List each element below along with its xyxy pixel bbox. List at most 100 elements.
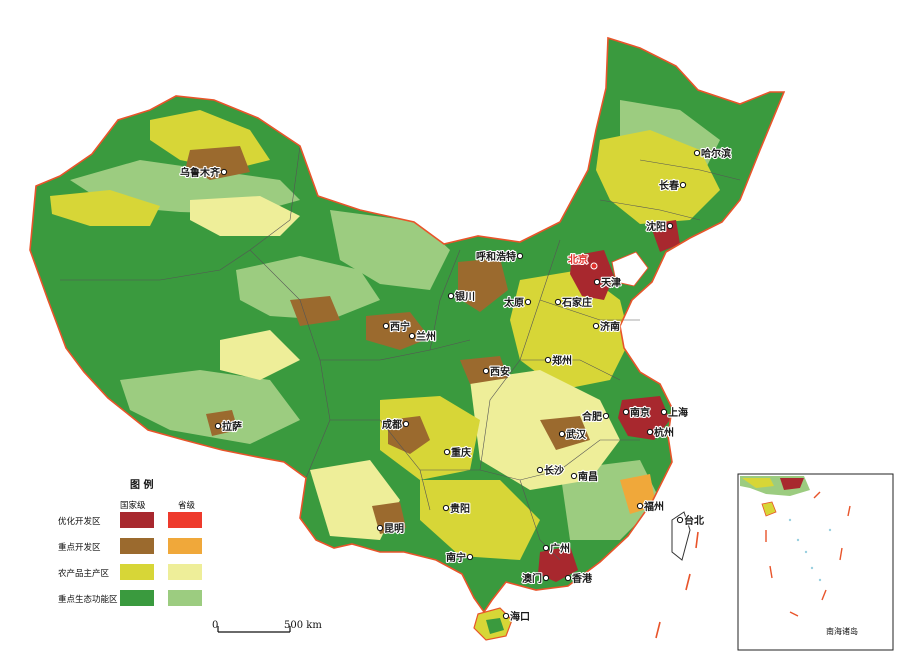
legend-col-national: 国家级	[120, 500, 146, 511]
zone-keydev-ordos	[458, 258, 508, 312]
city-dot	[554, 298, 562, 306]
city-dot	[666, 222, 674, 230]
capital-dot	[590, 262, 598, 270]
city-label: 澳门	[522, 572, 542, 585]
city-dot	[636, 502, 644, 510]
province-boundaries	[60, 145, 741, 561]
zone-keydev-central	[540, 416, 590, 450]
national-border	[29, 36, 786, 614]
city-label: 南京	[630, 406, 650, 419]
legend-swatch-national	[120, 538, 154, 554]
maritime-boundary	[655, 531, 699, 639]
city-label: 广州	[550, 542, 570, 555]
city-dot	[592, 322, 600, 330]
city-dot	[466, 553, 474, 561]
city-label: 乌鲁木齐	[180, 166, 221, 179]
zone-keydev-chengyu	[388, 416, 430, 454]
city-label: 郑州	[552, 354, 572, 367]
city-label: 昆明	[384, 523, 404, 535]
city-dot	[558, 430, 566, 438]
city-label: 海口	[510, 610, 530, 623]
zone-optdev-shandong	[630, 296, 666, 320]
city-label: 南昌	[578, 470, 598, 483]
city-dot	[524, 298, 532, 306]
zone-keydev-lanzhou-xining	[366, 312, 430, 350]
legend-swatch-national	[120, 590, 154, 606]
legend-swatch-provincial	[168, 590, 202, 606]
zone-keydev-lhasa	[206, 410, 238, 436]
city-label: 西宁	[390, 320, 410, 333]
scale-zero: 0	[212, 620, 218, 631]
legend-swatch-national	[120, 512, 154, 528]
city-dot	[544, 356, 552, 364]
city-label: 呼和浩特	[476, 250, 516, 263]
city-dot	[646, 428, 654, 436]
city-label: 福州	[643, 500, 664, 513]
zone-agri-central	[470, 370, 620, 490]
zone-agri-south	[420, 480, 540, 560]
city-dot	[408, 332, 416, 340]
city-dot	[376, 524, 384, 532]
city-label: 杭州	[654, 426, 674, 439]
city-label: 贵阳	[450, 502, 470, 515]
scale-length: 500 km	[284, 620, 322, 631]
city-label: 南宁	[446, 551, 466, 564]
city-label: 兰州	[416, 330, 436, 343]
china-territory	[29, 36, 786, 641]
legend-title: 图 例	[130, 478, 153, 491]
zone-keydev-qinghai-west	[290, 296, 340, 326]
city-label: 石家庄	[561, 296, 592, 309]
city-dot	[542, 574, 550, 582]
zone-optdev-jingjinji	[570, 250, 614, 300]
city-dot	[570, 472, 578, 480]
legend-row-label: 重点生态功能区	[58, 594, 118, 605]
zone-agri-xinjiang-south	[50, 190, 160, 226]
city-label: 台北	[684, 514, 704, 527]
zone-keydev-urumqi	[186, 146, 250, 180]
zone-optdev-yangtze-delta	[618, 396, 670, 440]
scale-bar: 0 500 km	[212, 620, 322, 633]
city-dot	[442, 504, 450, 512]
city-dot	[593, 278, 601, 286]
city-dot	[536, 466, 544, 474]
legend-swatch-provincial	[168, 538, 202, 554]
city-dot	[516, 252, 524, 260]
legend-row-label: 重点开发区	[58, 542, 101, 553]
city-dot	[564, 574, 572, 582]
city-dot	[542, 544, 550, 552]
city-dot	[443, 448, 451, 456]
zone-eco-light-tibet-south	[120, 370, 300, 444]
city-label: 哈尔滨	[701, 147, 731, 160]
city-label: 天津	[601, 276, 621, 289]
city-label: 太原	[503, 296, 524, 309]
city-label: 成都	[382, 418, 402, 431]
city-label: 银川	[455, 290, 475, 303]
city-label: 济南	[600, 320, 620, 333]
city-dot	[602, 412, 610, 420]
legend-swatch-national	[120, 564, 154, 580]
city-dot	[660, 408, 668, 416]
city-label: 上海	[668, 406, 688, 419]
legend-swatch-provincial	[168, 564, 202, 580]
south-china-sea-inset: 南海诸岛	[737, 473, 894, 651]
zone-agri-tarim	[190, 196, 300, 236]
zone-optdev-liaoning	[650, 220, 680, 252]
legend-row-label: 农产品主产区	[58, 568, 110, 579]
capital-label: 北京	[568, 253, 588, 266]
city-label: 拉萨	[222, 420, 242, 433]
city-dot	[482, 367, 490, 375]
city-dot	[676, 516, 684, 524]
city-label: 西安	[490, 365, 510, 378]
zone-optdev-pearl-delta	[538, 546, 578, 582]
city-label: 武汉	[566, 428, 587, 441]
city-label: 长春	[659, 179, 679, 192]
city-label: 香港	[572, 572, 593, 585]
city-label: 合肥	[581, 410, 602, 423]
city-dot	[447, 292, 455, 300]
city-label: 重庆	[451, 446, 471, 459]
city-dot	[693, 149, 701, 157]
